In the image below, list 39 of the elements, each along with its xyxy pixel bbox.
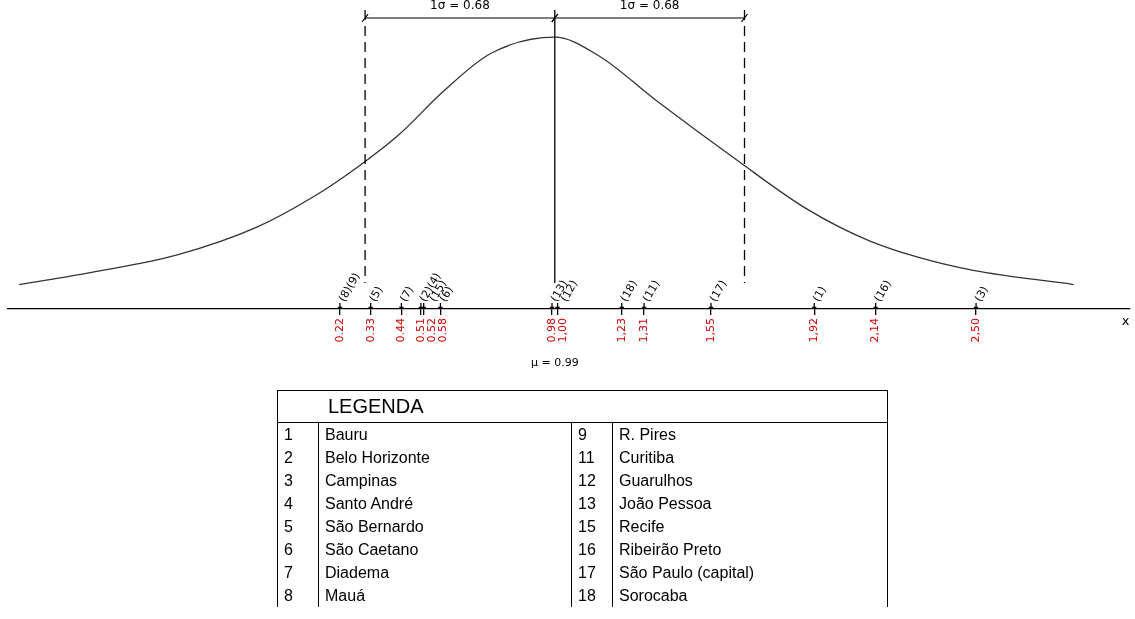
x-tick-label: 0.98	[544, 318, 558, 343]
x-tick-label: 1,55	[703, 318, 717, 343]
x-tick-label: 0.33	[363, 318, 377, 343]
ref-line-label: μ = 0.99	[530, 355, 579, 369]
text: 16 Ribeirão Preto	[578, 540, 722, 558]
text: 3 Campinas	[284, 471, 398, 489]
x-tick-label: 1,23	[614, 318, 628, 343]
text: 6 São Caetano	[284, 540, 419, 558]
x-tick-label: 0.22	[332, 318, 346, 343]
legend-title: LEGENDA	[277, 390, 888, 423]
text: 2 Belo Horizonte	[284, 448, 430, 466]
text: 1σ = 0.68	[430, 0, 490, 13]
text: 7 Diadema	[284, 563, 390, 581]
text: 8 Mauá	[284, 586, 366, 604]
x-tick-label: 0.52	[424, 318, 438, 343]
text: 17 São Paulo (capital)	[578, 563, 755, 581]
annotation: (5)	[366, 283, 386, 304]
x-tick-label: 2,50	[968, 318, 982, 343]
text: 13 João Pessoa	[578, 494, 712, 512]
x-tick-label: 1,92	[807, 318, 821, 343]
annotation: (3)	[971, 283, 991, 304]
text: 5 São Bernardo	[284, 517, 424, 535]
x-axis-title: x	[1121, 312, 1130, 328]
text: 9 R. Pires	[578, 425, 676, 443]
text: 18 Sorocaba	[578, 586, 688, 604]
text: 1σ = 0.68	[619, 0, 680, 13]
x-tick-label: 1,31	[636, 318, 650, 343]
x-tick-label: 0.51	[413, 318, 427, 343]
text: 12 Guarulhos	[578, 471, 693, 489]
x-tick-label: 0.44	[394, 318, 408, 343]
text: 4 Santo André	[284, 494, 414, 512]
annotation: (1)	[810, 283, 830, 304]
annotation: (7)	[397, 283, 417, 304]
text: 15 Recife	[578, 517, 665, 535]
x-tick-label: 0.58	[435, 318, 449, 343]
x-tick-label: 2,14	[868, 318, 882, 343]
text: 11 Curitiba	[578, 448, 675, 466]
x-tick-label: 1,00	[555, 318, 569, 343]
text: 1 Bauru	[284, 425, 368, 443]
